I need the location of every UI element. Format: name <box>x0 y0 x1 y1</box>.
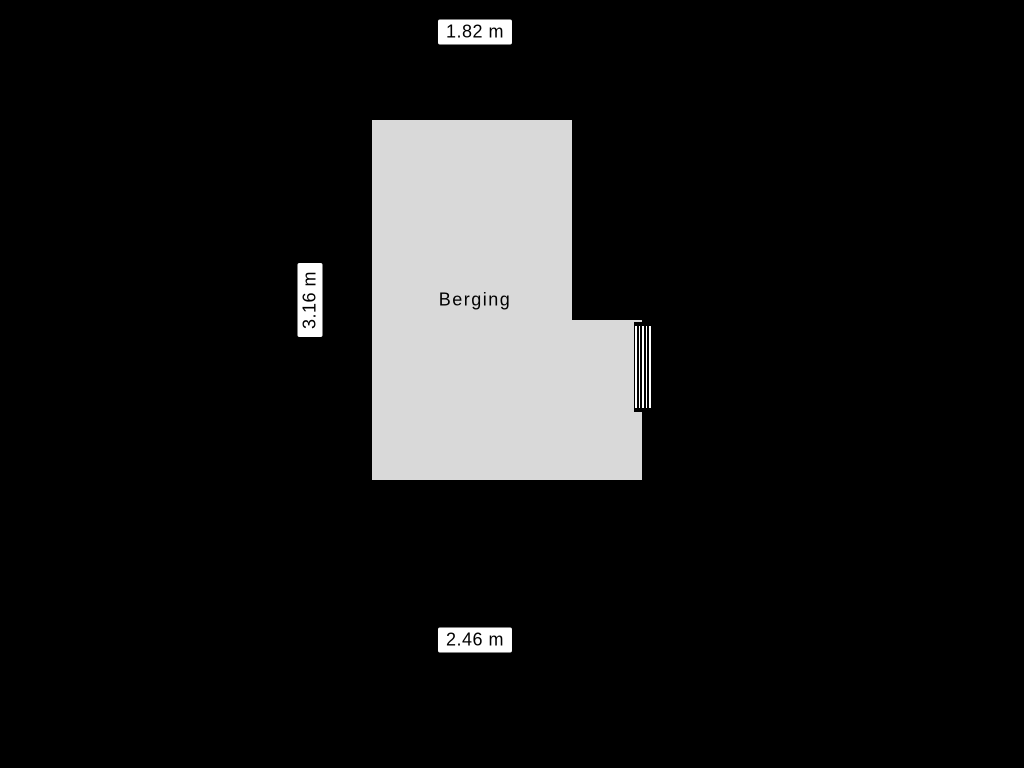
room-label: Berging <box>439 290 512 311</box>
door <box>634 326 652 408</box>
dimension-top: 1.82 m <box>437 19 513 46</box>
dimension-bottom: 2.46 m <box>437 627 513 654</box>
dimension-left: 3.16 m <box>297 262 324 338</box>
room-extension <box>572 320 642 480</box>
floorplan-canvas: Berging 1.82 m 3.16 m 2.46 m <box>0 0 1024 768</box>
